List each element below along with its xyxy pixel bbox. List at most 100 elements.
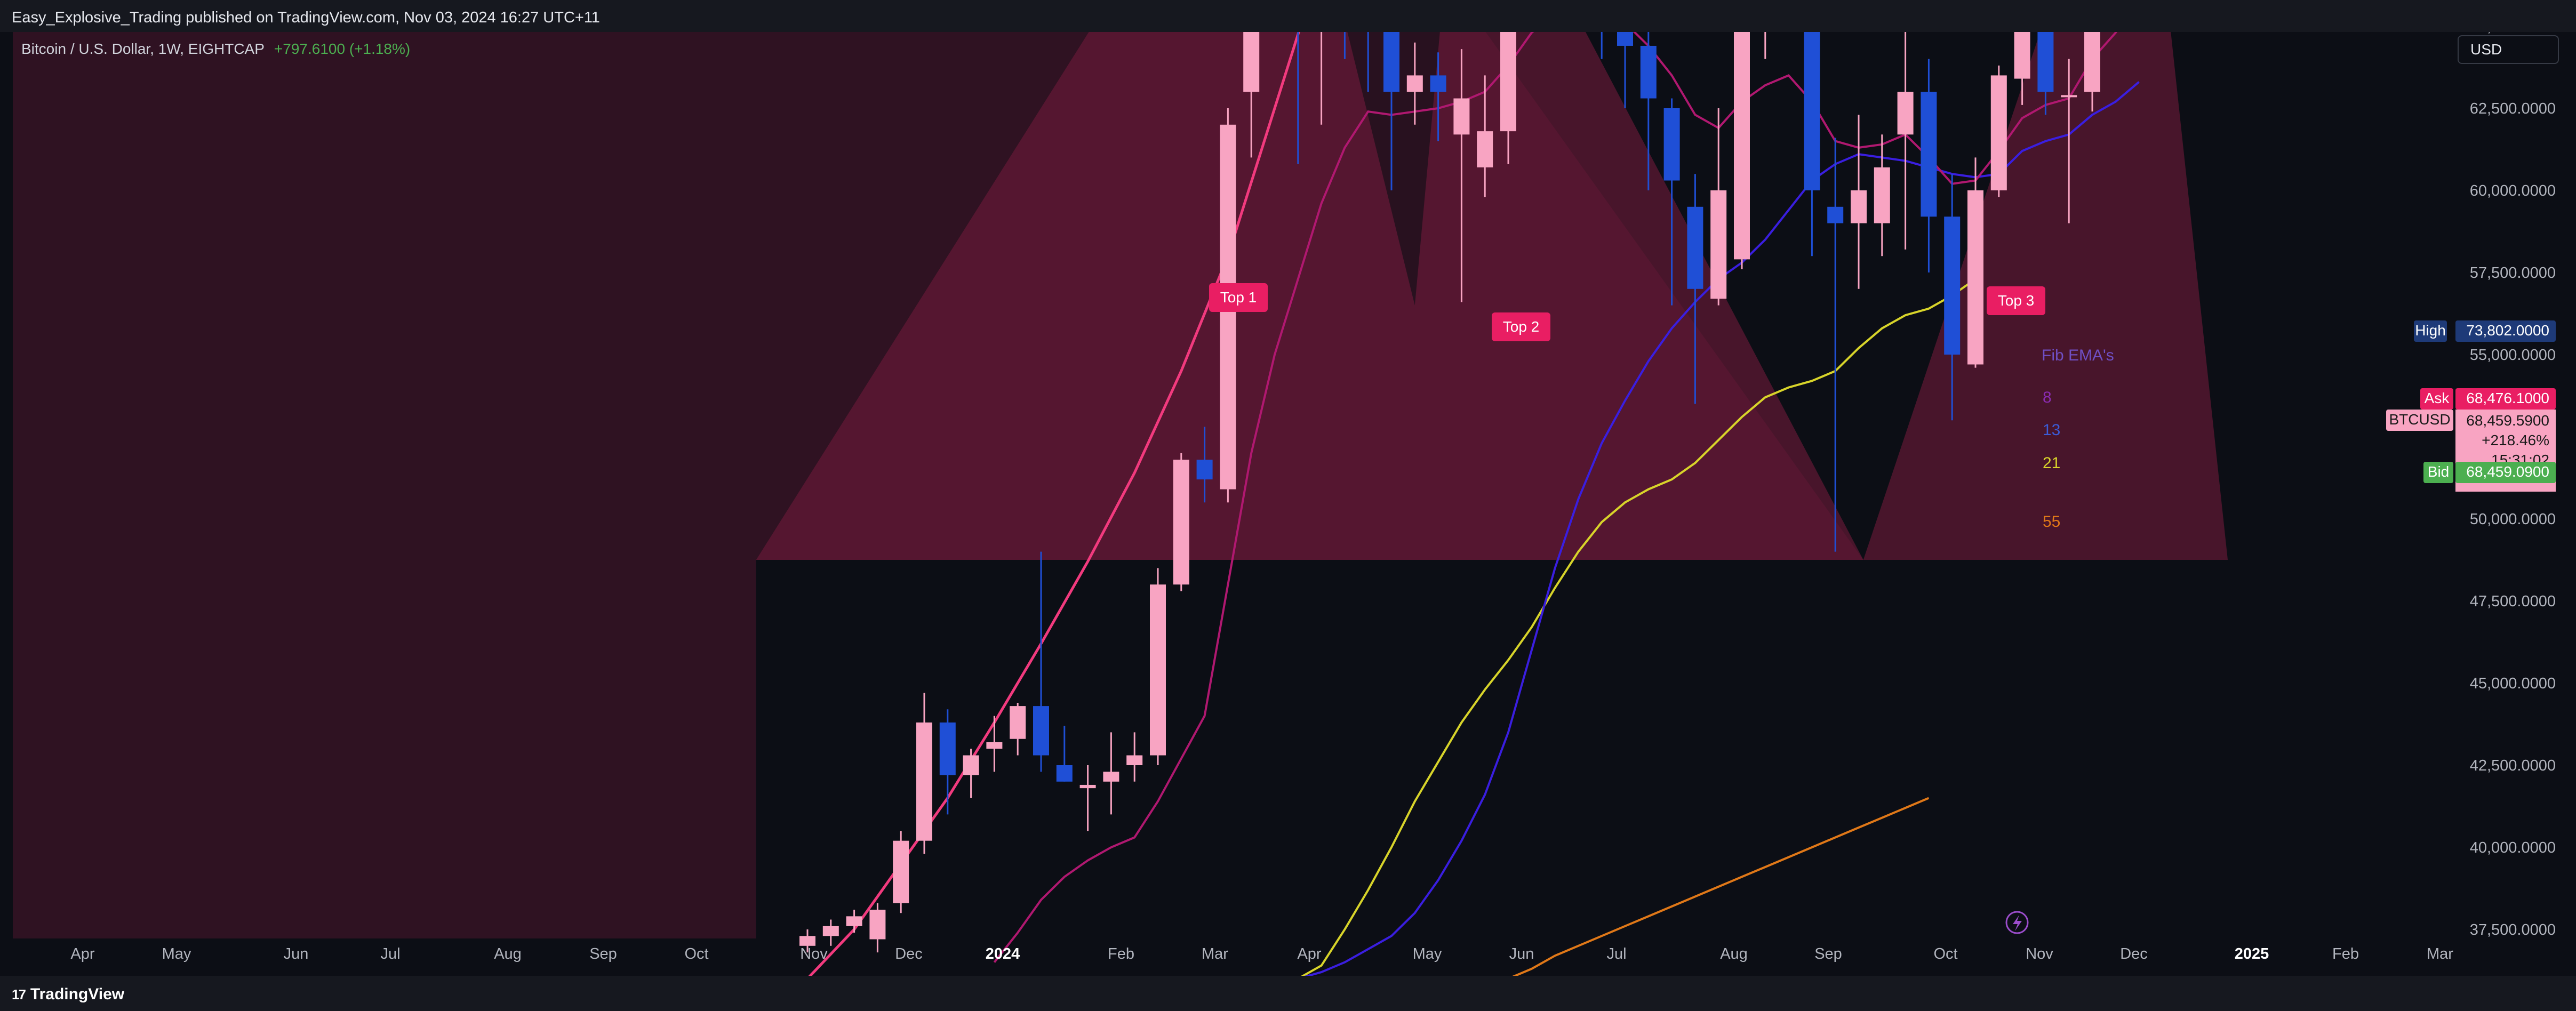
candle-body <box>1617 0 1633 46</box>
candle-body <box>1243 0 1260 92</box>
ask-label-box <box>2420 388 2453 410</box>
symbol-legend[interactable]: Bitcoin / U.S. Dollar, 1W, EIGHTCAP +797.… <box>21 41 410 58</box>
candle-body <box>1640 45 1657 99</box>
bid-label-box <box>2423 462 2453 483</box>
ask-label-text: Ask <box>2425 390 2450 406</box>
top3-label-text: Top 3 <box>1998 292 2035 309</box>
pattern-outer-fill <box>13 0 1109 560</box>
bid-value: 68,459.0900 <box>2455 462 2556 483</box>
candle-body <box>822 926 839 936</box>
candle-36 <box>1640 16 1657 190</box>
candle-body <box>893 840 909 903</box>
time-tick-23: Mar <box>2427 945 2453 962</box>
candle-5 <box>916 693 932 854</box>
ema8-label: 8 <box>2043 389 2052 406</box>
candle-22 <box>1321 0 1323 125</box>
price-axis[interactable]: 37,500.0000 40,000.0000 42,500.0000 45,000.… <box>2431 18 2576 976</box>
candle-3 <box>869 903 886 953</box>
high-value-box <box>2455 320 2556 342</box>
symbol-label-text: BTCUSD <box>2389 411 2450 428</box>
candle-body <box>1056 765 1073 782</box>
candle-body <box>916 722 932 841</box>
candle-body <box>1126 755 1143 765</box>
candle-body <box>1500 0 1516 132</box>
candle-body <box>1383 0 1399 92</box>
candle-15 <box>1150 568 1166 765</box>
price-tick-8: 57,500.0000 <box>2470 264 2556 282</box>
time-tick-20: Dec <box>2120 945 2148 962</box>
high-label: High <box>2414 320 2447 342</box>
pattern-right-fill <box>1863 0 2228 560</box>
ask-value: 68,476.1000 <box>2455 388 2556 410</box>
candle-54 <box>2061 59 2077 223</box>
pattern-inner-fill <box>756 0 1863 560</box>
price-labels: High 73,802.0000 Ask 68,476.1000 BTCUSD 68,45… <box>2386 320 2556 492</box>
candle-12 <box>1079 765 1096 831</box>
tradingview-logo[interactable]: 17 TradingView <box>12 985 124 1004</box>
candle-body <box>1944 216 1961 355</box>
candle-27 <box>1430 52 1446 141</box>
candle-body <box>963 755 979 775</box>
time-tick-14: Jun <box>1509 945 1534 962</box>
candle-body <box>1687 206 1703 289</box>
bid-value-text: 68,459.0900 <box>2466 463 2549 480</box>
footer-bar: 17 TradingView <box>0 976 2576 1011</box>
candle-body <box>1851 190 1867 223</box>
price-tick-5: 50,000.0000 <box>2470 511 2556 528</box>
candle-body <box>1827 206 1844 223</box>
time-tick-16: Aug <box>1720 945 1748 962</box>
high-value: 73,802.0000 <box>2455 320 2556 342</box>
price-tick-2: 42,500.0000 <box>2470 757 2556 774</box>
chart-area[interactable]: Top 1 Top 2 Top 3 Fib EMA's 8 13 21 55 37,500.0… <box>0 0 2576 980</box>
candle-37 <box>1663 98 1680 306</box>
candle-body <box>1033 706 1049 756</box>
tradingview-logo-icon: 17 <box>12 986 26 1002</box>
tradingview-brand: TradingView <box>30 985 125 1003</box>
time-tick-15: Jul <box>1606 945 1626 962</box>
time-tick-6: Oct <box>684 945 708 962</box>
candle-body <box>1196 460 1213 480</box>
candle-body <box>869 910 886 940</box>
top3-label: Top 3 <box>1987 286 2045 315</box>
candle-body <box>1150 584 1166 756</box>
currency-button[interactable]: USD <box>2458 35 2559 64</box>
candle-0 <box>799 929 815 953</box>
lightning-icon-bolt <box>2013 915 2022 931</box>
price-chart-svg[interactable]: Top 1 Top 2 Top 3 Fib EMA's 8 13 21 55 37,500.0… <box>0 0 2576 980</box>
candle-body <box>1710 190 1727 299</box>
top3-label-box <box>1987 286 2045 315</box>
candle-body <box>2084 0 2100 92</box>
time-tick-8: Dec <box>895 945 923 962</box>
candle-50 <box>1967 157 1983 368</box>
candle-10 <box>1033 551 1049 772</box>
symbol-title[interactable]: Bitcoin / U.S. Dollar, 1W, EIGHTCAP <box>21 41 265 57</box>
candle-body <box>1079 784 1096 789</box>
time-tick-13: May <box>1413 945 1442 962</box>
bid-value-box <box>2455 462 2556 483</box>
lightning-icon <box>2005 911 2029 934</box>
candle-body <box>1967 190 1983 365</box>
annotation-layer: Top 1 Top 2 Top 3 Fib EMA's 8 13 21 55 <box>1209 283 2114 934</box>
price-tick-9: 60,000.0000 <box>2470 182 2556 199</box>
candle-49 <box>1944 174 1961 421</box>
candle-body <box>1921 92 1937 217</box>
candle-body <box>1990 75 2007 190</box>
candle-46 <box>1874 134 1890 256</box>
time-tick-9: 2024 <box>986 945 1020 962</box>
time-tick-2: Jun <box>284 945 309 962</box>
candle-body <box>2037 0 2054 92</box>
candle-body <box>1173 460 1189 585</box>
candle-38 <box>1687 174 1703 404</box>
publisher-bar: Easy_Explosive_Trading published on Trad… <box>0 0 2576 32</box>
time-tick-4: Aug <box>494 945 522 962</box>
candle-body <box>846 916 862 926</box>
lightning-icon-ring <box>2005 911 2029 934</box>
pattern-layer <box>13 0 2228 938</box>
time-axis[interactable]: Apr May Jun Jul Aug Sep Oct Nov Dec 2024 Feb Mar Apr… <box>70 945 2453 962</box>
bid-label: Bid <box>2423 462 2453 483</box>
candle-24 <box>1367 0 1369 92</box>
top2-label: Top 2 <box>1492 312 1550 341</box>
candle-body <box>1010 706 1026 739</box>
price-tick-10: 62,500.0000 <box>2470 100 2556 117</box>
time-tick-10: Feb <box>1108 945 1134 962</box>
